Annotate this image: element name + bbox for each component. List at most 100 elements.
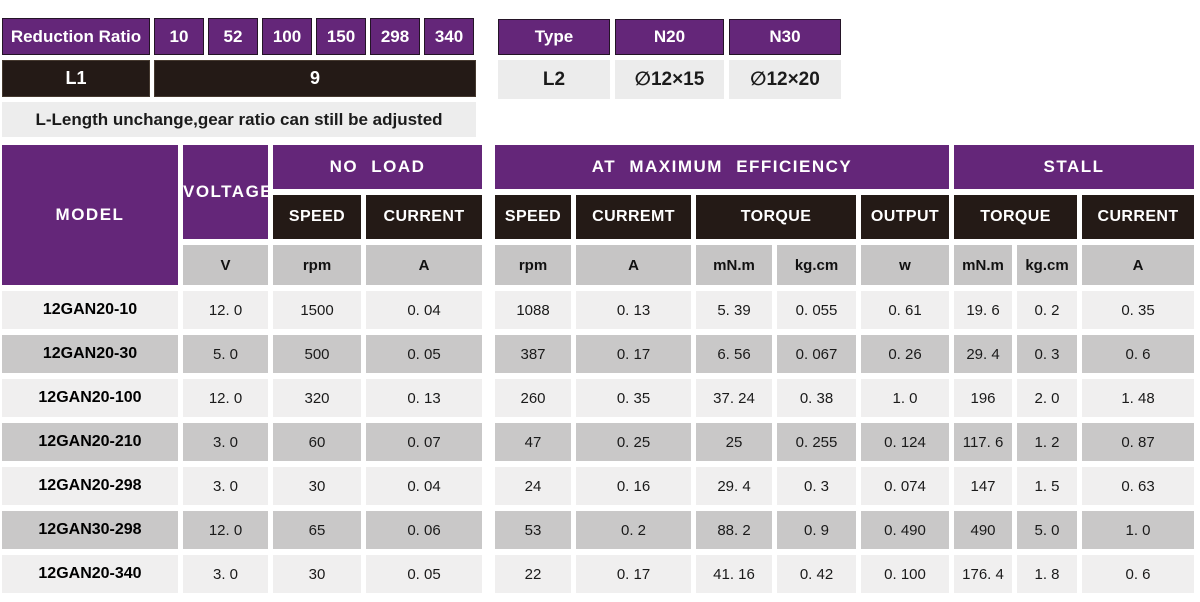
model-cell: 12GAN20-10 — [2, 291, 178, 329]
l1-row: L1 9 — [2, 60, 476, 97]
value-cell: 0. 9 — [777, 511, 857, 549]
unit-rpm: rpm — [487, 245, 572, 285]
group-header-stall: STALL — [954, 145, 1195, 189]
spec-row: 12GAN20-10 12. 0 1500 0. 04 1088 0. 13 5. 39 0.… — [2, 291, 1195, 329]
unit-kgcm: kg.cm — [1017, 245, 1078, 285]
value-cell: 12. 0 — [183, 511, 268, 549]
value-cell: 0. 055 — [777, 291, 857, 329]
value-cell: 0. 42 — [777, 555, 857, 593]
no-load-speed-header: SPEED — [273, 195, 361, 239]
value-cell: 1. 0 — [1082, 511, 1195, 549]
value-cell: 0. 26 — [861, 335, 950, 373]
value-cell: 0. 63 — [1082, 467, 1195, 505]
value-cell: 0. 61 — [861, 291, 950, 329]
length-note: L-Length unchange,gear ratio can still b… — [2, 102, 476, 137]
value-cell: 387 — [487, 335, 572, 373]
model-cell: 12GAN20-298 — [2, 467, 178, 505]
type-label: Type — [498, 19, 610, 55]
units-row: V rpm A rpm A mN.m kg.cm w mN.m kg.cm A — [2, 245, 1195, 285]
l2-label: L2 — [498, 60, 610, 99]
type-table: Type N20 N30 L2 ∅12×15 ∅12×20 — [498, 19, 841, 99]
value-cell: 147 — [954, 467, 1013, 505]
value-cell: 0. 13 — [366, 379, 483, 417]
value-cell: 0. 17 — [576, 555, 692, 593]
unit-kgcm: kg.cm — [777, 245, 857, 285]
value-cell: 47 — [487, 423, 572, 461]
max-eff-torque-header: TORQUE — [696, 195, 857, 239]
value-cell: 1. 2 — [1017, 423, 1078, 461]
model-cell: 12GAN20-210 — [2, 423, 178, 461]
type-n20-header: N20 — [615, 19, 724, 55]
reduction-ratio-table: Reduction Ratio 10 52 100 150 298 340 L1… — [2, 18, 476, 137]
value-cell: 500 — [273, 335, 361, 373]
value-cell: 5. 0 — [1017, 511, 1078, 549]
value-cell: 65 — [273, 511, 361, 549]
value-cell: 176. 4 — [954, 555, 1013, 593]
value-cell: 30 — [273, 467, 361, 505]
value-cell: 5. 39 — [696, 291, 773, 329]
stall-current-header: CURRENT — [1082, 195, 1195, 239]
l2-n20-value: ∅12×15 — [615, 60, 724, 99]
value-cell: 1. 48 — [1082, 379, 1195, 417]
l2-n30-value: ∅12×20 — [729, 60, 841, 99]
group-header-no-load: NO LOAD — [273, 145, 483, 189]
value-cell: 0. 06 — [366, 511, 483, 549]
value-cell: 1088 — [487, 291, 572, 329]
spec-table-body: 12GAN20-10 12. 0 1500 0. 04 1088 0. 13 5. 39 0.… — [2, 291, 1195, 593]
model-header: MODEL — [2, 145, 178, 285]
value-cell: 117. 6 — [954, 423, 1013, 461]
value-cell: 37. 24 — [696, 379, 773, 417]
value-cell: 0. 6 — [1082, 555, 1195, 593]
value-cell: 260 — [487, 379, 572, 417]
value-cell: 1. 8 — [1017, 555, 1078, 593]
value-cell: 6. 56 — [696, 335, 773, 373]
l1-value: 9 — [154, 60, 476, 97]
value-cell: 25 — [696, 423, 773, 461]
value-cell: 0. 05 — [366, 335, 483, 373]
value-cell: 0. 074 — [861, 467, 950, 505]
model-cell: 12GAN30-298 — [2, 511, 178, 549]
ratio-cell: 150 — [316, 18, 366, 55]
unit-rpm: rpm — [273, 245, 361, 285]
unit-mnm: mN.m — [696, 245, 773, 285]
model-cell: 12GAN20-100 — [2, 379, 178, 417]
ratio-cell: 340 — [424, 18, 474, 55]
reduction-ratio-label: Reduction Ratio — [2, 18, 150, 55]
value-cell: 0. 6 — [1082, 335, 1195, 373]
spec-row: 12GAN20-298 3. 0 30 0. 04 24 0. 16 29. 4 0. 3 0.… — [2, 467, 1195, 505]
value-cell: 0. 04 — [366, 291, 483, 329]
value-cell: 0. 25 — [576, 423, 692, 461]
value-cell: 0. 2 — [576, 511, 692, 549]
value-cell: 0. 35 — [1082, 291, 1195, 329]
value-cell: 0. 124 — [861, 423, 950, 461]
value-cell: 0. 490 — [861, 511, 950, 549]
value-cell: 5. 0 — [183, 335, 268, 373]
unit-watt: w — [861, 245, 950, 285]
unit-amp: A — [576, 245, 692, 285]
value-cell: 19. 6 — [954, 291, 1013, 329]
value-cell: 0. 100 — [861, 555, 950, 593]
value-cell: 29. 4 — [954, 335, 1013, 373]
ratio-cell: 298 — [370, 18, 420, 55]
spec-table: MODEL VOLTAGE NO LOAD AT MAXIMUM EFFICIE… — [0, 139, 1199, 599]
reduction-ratio-header-row: Reduction Ratio 10 52 100 150 298 340 — [2, 18, 476, 55]
model-cell: 12GAN20-340 — [2, 555, 178, 593]
value-cell: 320 — [273, 379, 361, 417]
value-cell: 3. 0 — [183, 423, 268, 461]
spec-row: 12GAN20-340 3. 0 30 0. 05 22 0. 17 41. 16 0. 42… — [2, 555, 1195, 593]
spec-row: 12GAN30-298 12. 0 65 0. 06 53 0. 2 88. 2 0. 9 0.… — [2, 511, 1195, 549]
no-load-current-header: CURRENT — [366, 195, 483, 239]
value-cell: 196 — [954, 379, 1013, 417]
type-header-row: Type N20 N30 — [498, 19, 841, 55]
value-cell: 24 — [487, 467, 572, 505]
unit-amp: A — [1082, 245, 1195, 285]
unit-volt: V — [183, 245, 268, 285]
max-eff-speed-header: SPEED — [487, 195, 572, 239]
l2-row: L2 ∅12×15 ∅12×20 — [498, 60, 841, 99]
stall-torque-header: TORQUE — [954, 195, 1078, 239]
value-cell: 2. 0 — [1017, 379, 1078, 417]
value-cell: 0. 3 — [777, 467, 857, 505]
unit-mnm: mN.m — [954, 245, 1013, 285]
ratio-cell: 100 — [262, 18, 312, 55]
value-cell: 3. 0 — [183, 555, 268, 593]
